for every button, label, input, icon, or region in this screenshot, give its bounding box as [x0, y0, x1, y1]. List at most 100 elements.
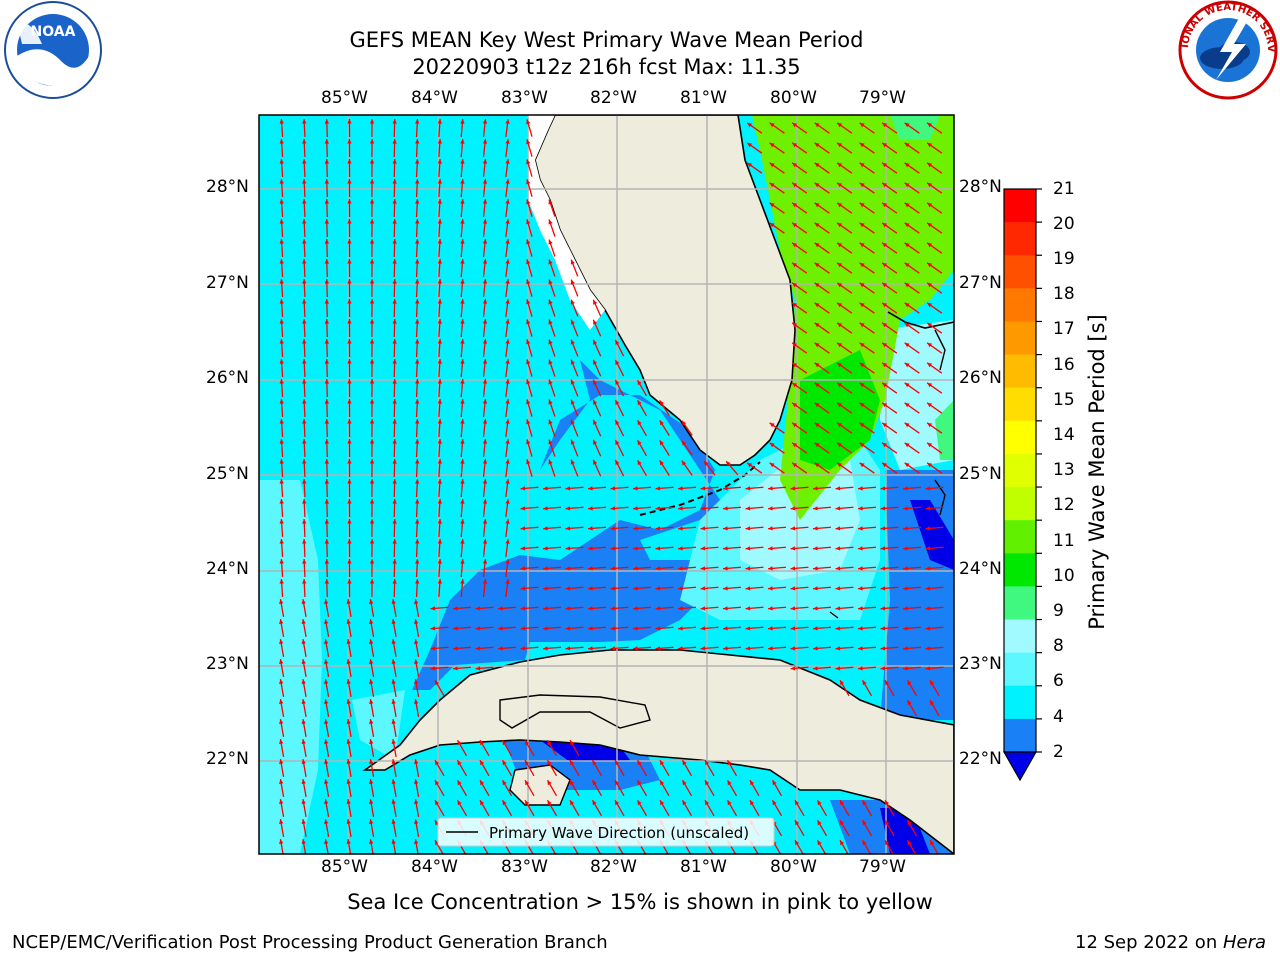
wave-arrow-head	[369, 239, 375, 244]
wave-arrow-head	[279, 239, 284, 244]
wave-arrow-head	[324, 219, 330, 224]
wave-arrow-head	[430, 666, 436, 671]
wave-arrow-head	[392, 199, 397, 204]
wave-arrow-head	[859, 462, 865, 468]
lon-label: 80°W	[770, 857, 817, 877]
wave-arrow-head	[324, 839, 329, 844]
wave-arrow-head	[637, 380, 642, 386]
wave-arrow-head	[837, 162, 843, 168]
wave-arrow-head	[526, 439, 531, 445]
wave-arrow-head	[615, 760, 620, 766]
wave-arrow-head	[633, 606, 638, 611]
wave-arrow-head	[592, 780, 597, 786]
wave-arrow-head	[723, 506, 728, 511]
wave-arrow-head	[615, 459, 620, 465]
wave-arrow-head	[835, 586, 841, 591]
lat-label: 26°N	[206, 368, 249, 388]
wave-arrow-head	[637, 400, 642, 406]
wave-arrow-head	[927, 262, 933, 268]
wave-arrow-head	[482, 139, 488, 144]
wave-arrow-head	[482, 499, 488, 504]
wave-arrow-head	[301, 739, 306, 744]
wave-arrow-head	[904, 182, 910, 188]
wave-arrow-head	[543, 566, 548, 571]
wave-arrow-head	[369, 739, 374, 744]
colorbar	[1002, 188, 1042, 782]
wave-arrow-head	[302, 139, 307, 144]
wave-arrow-head	[460, 219, 465, 224]
wave-arrow-head	[457, 800, 462, 806]
wave-arrow-head	[525, 760, 530, 766]
wave-arrow-head	[480, 740, 485, 746]
wave-arrow-head	[347, 339, 352, 344]
wave-arrow-head	[592, 800, 597, 806]
wave-arrow-head	[633, 546, 638, 551]
wave-arrow-head	[637, 460, 642, 466]
wave-arrow-head	[565, 646, 571, 651]
wave-arrow-head	[903, 626, 908, 631]
wave-arrow-head	[904, 462, 910, 468]
wave-arrow-head	[437, 439, 442, 444]
wave-arrow-head	[859, 242, 865, 248]
wave-arrow-head	[302, 179, 307, 184]
wave-arrow-head	[392, 339, 397, 344]
wave-arrow-head	[391, 799, 396, 804]
wave-arrow-head	[904, 242, 910, 248]
wave-arrow-head	[790, 486, 796, 491]
wave-arrow-head	[520, 566, 526, 571]
wave-arrow-head	[415, 219, 420, 224]
wave-arrow-head	[391, 699, 396, 704]
wave-arrow-head	[324, 579, 330, 584]
wave-arrow-head	[392, 259, 397, 264]
wave-arrow-head	[414, 799, 419, 804]
wave-arrow-head	[859, 322, 865, 328]
wave-arrow-head	[482, 479, 488, 484]
wave-arrow-head	[435, 800, 440, 806]
wave-arrow-head	[430, 606, 436, 611]
wave-arrow-head	[840, 820, 845, 826]
wave-arrow-head	[302, 339, 307, 344]
wave-arrow-head	[858, 546, 863, 551]
colorbar-cells	[1004, 189, 1036, 753]
legend-label: Primary Wave Direction (unscaled)	[489, 824, 749, 842]
wave-arrow-head	[570, 299, 575, 305]
wave-arrow-head	[302, 199, 307, 204]
wave-arrow-head	[346, 679, 351, 684]
wave-arrow-head	[279, 199, 284, 204]
wave-arrow-head	[279, 779, 284, 784]
lon-label: 85°W	[321, 88, 368, 108]
wave-arrow-head	[369, 479, 375, 484]
wave-arrow-head	[482, 539, 488, 544]
atlantic-green-nw-patch	[890, 115, 940, 140]
wave-arrow-head	[615, 399, 620, 405]
wave-arrow-head	[862, 680, 867, 686]
wave-arrow-head	[659, 420, 664, 426]
wave-arrow-head	[505, 499, 510, 504]
wave-arrow-head	[548, 219, 553, 225]
wave-arrow-head	[769, 222, 775, 228]
wave-arrow-head	[369, 299, 375, 304]
wave-arrow-head	[813, 506, 818, 511]
wave-arrow-head	[460, 339, 465, 344]
wave-arrow-head	[882, 282, 888, 288]
wave-arrow-head	[437, 219, 442, 224]
wave-arrow-head	[904, 382, 910, 388]
wave-arrow-head	[792, 342, 798, 348]
lat-label: 22°N	[959, 749, 1002, 769]
wave-arrow-head	[700, 566, 706, 571]
wave-arrow-head	[750, 800, 755, 806]
colorbar-cell	[1004, 420, 1036, 455]
colorbar-tick-label: 4	[1053, 707, 1064, 727]
wave-arrow-head	[460, 519, 465, 524]
wave-arrow-head	[279, 279, 284, 284]
wave-arrow-head	[346, 839, 351, 844]
wave-arrow-head	[302, 459, 307, 464]
wave-arrow-head	[745, 486, 751, 491]
wave-arrow-head	[457, 760, 462, 766]
wave-arrow-head	[723, 486, 728, 491]
wave-arrow-head	[907, 700, 912, 706]
wave-arrow-head	[482, 459, 488, 464]
wave-arrow-head	[543, 626, 548, 631]
wave-arrow-head	[502, 740, 507, 746]
wave-arrow-head	[392, 519, 397, 524]
